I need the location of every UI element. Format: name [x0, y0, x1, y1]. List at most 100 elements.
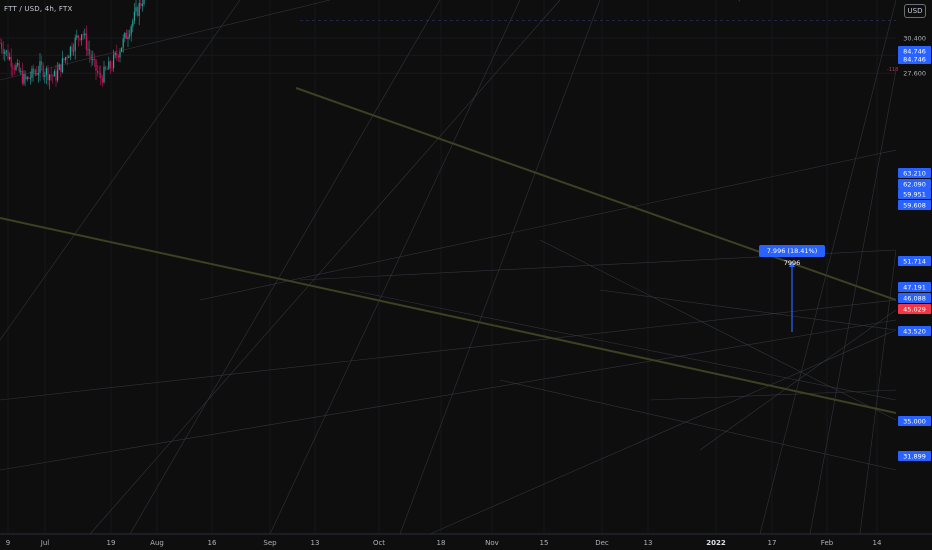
candle-body — [9, 56, 11, 60]
price-tag-label: 63.210 — [903, 169, 926, 177]
candle-body — [101, 78, 103, 83]
trend-line — [129, 0, 441, 535]
candle-body — [53, 71, 55, 77]
candle-body — [39, 61, 41, 73]
candle-body — [119, 51, 121, 58]
price-axis-bg — [896, 0, 932, 534]
price-tag — [898, 256, 931, 266]
trend-line — [649, 389, 897, 401]
trend-line — [759, 0, 897, 535]
candle-body — [69, 46, 71, 57]
time-tick-label: 16 — [208, 539, 217, 547]
time-tick-label: Feb — [821, 539, 834, 547]
candle-body — [21, 70, 23, 84]
candle-body — [143, 0, 145, 4]
trend-line — [0, 0, 241, 341]
candle-body — [127, 36, 129, 39]
grid-lines — [0, 37, 896, 74]
price-tag — [898, 416, 931, 426]
candle-body — [55, 71, 57, 81]
trend-line — [0, 299, 897, 401]
candle-body — [84, 33, 86, 36]
trend-line-main — [295, 87, 897, 301]
candle-body — [49, 74, 51, 81]
trend-line — [349, 289, 897, 401]
price-tag — [898, 168, 931, 178]
price-tag-label: 59.608 — [903, 201, 926, 209]
price-tag-label: 84.746 — [903, 47, 926, 55]
candle-body — [76, 35, 78, 38]
candle-body — [10, 56, 12, 67]
trend-line — [429, 329, 897, 535]
price-tag — [898, 179, 931, 189]
price-tag-label: 62.090 — [903, 180, 926, 188]
price-tag — [898, 282, 931, 292]
candle-body — [60, 64, 62, 73]
candle-body — [135, 7, 137, 12]
measure-tool — [789, 261, 795, 332]
price-tag-label: 51.714 — [903, 257, 926, 265]
candle-body — [47, 68, 49, 81]
time-tick-label: 13 — [311, 539, 320, 547]
candle-body — [15, 65, 17, 70]
candle-body — [1, 43, 3, 50]
time-tick-label: 9 — [6, 539, 10, 547]
trend-line — [0, 319, 897, 471]
time-axis[interactable]: 9 Jul 19 Aug 16 Sep 13 Oct 18 Nov 15 Dec 13 2022 17 Feb… — [6, 539, 882, 547]
candle-body — [111, 67, 113, 69]
price-tag — [898, 54, 931, 64]
candle-body — [121, 47, 123, 52]
measure-arrowhead — [789, 261, 795, 267]
candle-body — [98, 72, 100, 74]
candle-body — [33, 68, 35, 74]
candle-body — [89, 49, 91, 55]
trend-line — [0, 0, 331, 81]
time-tick-label: Nov — [485, 539, 499, 547]
time-tick-label: Dec — [595, 539, 609, 547]
candle-body — [50, 74, 52, 76]
candle-body — [0, 42, 1, 44]
candle-body — [129, 34, 131, 37]
candle-body — [106, 69, 108, 71]
candle-body — [61, 58, 63, 73]
currency-button[interactable]: USD — [904, 4, 926, 18]
time-tick-label: Aug — [150, 539, 164, 547]
price-tick-label: 34.000 — [903, 0, 926, 1]
price-tag-label: 46.088 — [903, 294, 926, 302]
candle-body — [68, 56, 70, 59]
trend-lines — [0, 0, 897, 535]
trend-line — [699, 309, 897, 451]
price-tag-label: 84.746 — [903, 55, 926, 63]
candle-body — [137, 7, 139, 16]
candle-body — [77, 35, 79, 39]
candle-body — [87, 49, 89, 50]
time-tick-label: 14 — [873, 539, 882, 547]
time-tick-label: Jul — [40, 539, 50, 547]
candle-body — [63, 58, 65, 61]
trend-line — [89, 0, 561, 535]
candle-body — [85, 33, 87, 50]
candle-body — [81, 34, 83, 40]
candle-body — [52, 75, 54, 77]
candle-body — [18, 63, 20, 72]
candle-body — [31, 68, 33, 78]
candle-body — [124, 32, 126, 39]
candle-body — [5, 50, 7, 52]
candle-body — [108, 61, 110, 70]
candle-body — [82, 34, 84, 36]
candle-body — [26, 77, 28, 80]
candle-body — [4, 51, 6, 54]
candle-body — [20, 70, 22, 72]
candle-body — [2, 49, 4, 54]
candle-body — [97, 70, 99, 73]
candle-body — [93, 59, 95, 60]
candle-body — [105, 66, 107, 70]
candle-body — [13, 68, 15, 70]
symbol-title[interactable]: FTT / USD, 4h, FTX — [4, 5, 73, 13]
candle-body — [73, 50, 75, 52]
time-tick-label: 19 — [107, 539, 116, 547]
candle-body — [44, 75, 46, 77]
